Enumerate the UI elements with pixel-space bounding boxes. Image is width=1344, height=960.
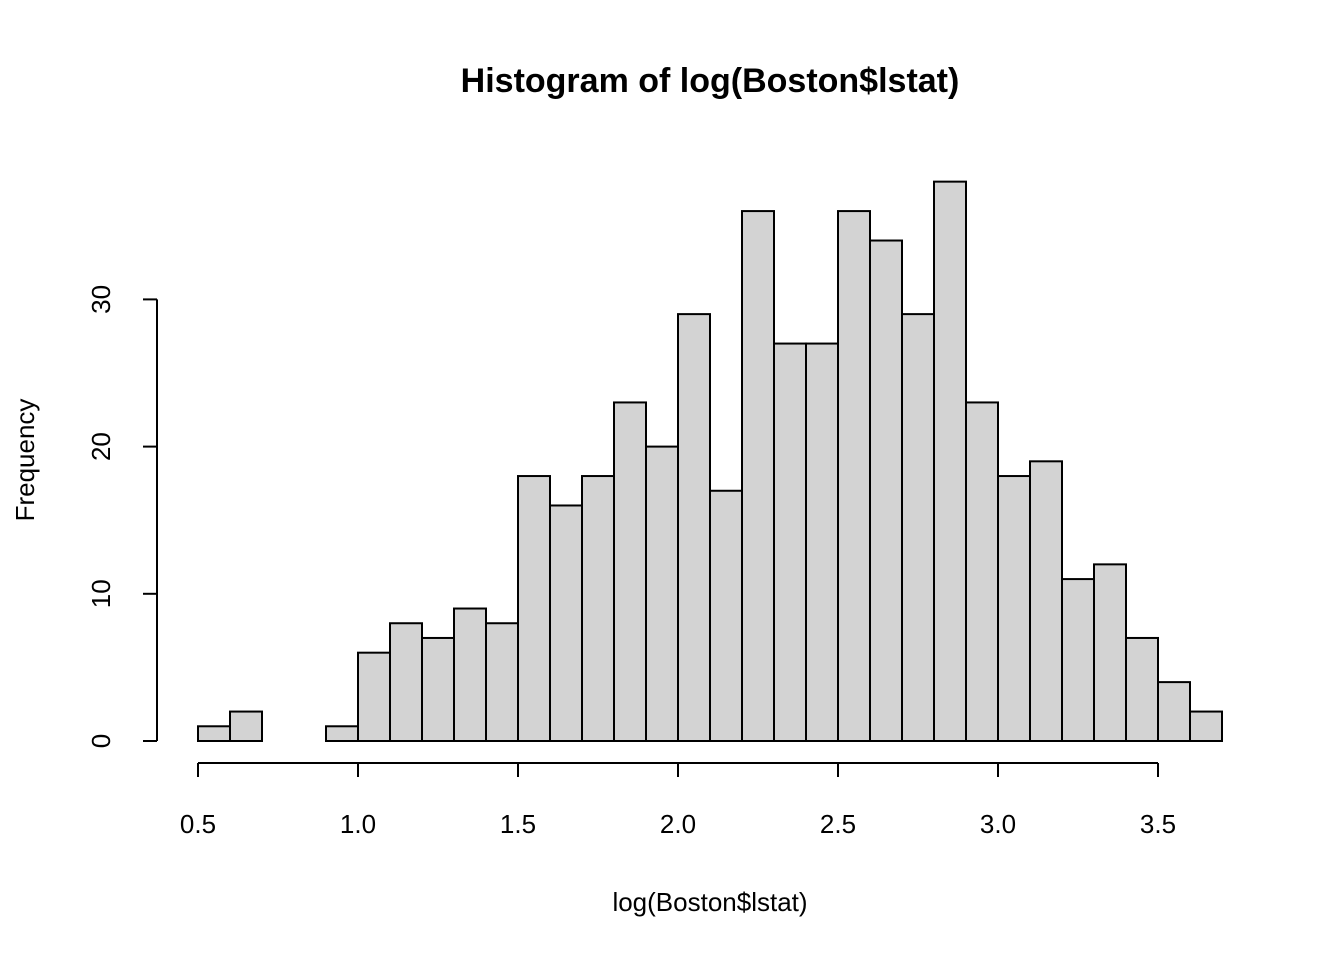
x-axis: 0.5 1.0 1.5 2.0 2.5 3.0 3.5 bbox=[180, 762, 1176, 839]
histogram-bar bbox=[933, 180, 967, 742]
x-tick-label: 1.0 bbox=[340, 809, 376, 839]
histogram-bar bbox=[773, 342, 807, 742]
histogram-bar bbox=[1157, 681, 1191, 742]
histogram-bar bbox=[1061, 578, 1095, 743]
histogram-bar bbox=[965, 401, 999, 742]
histogram-bar bbox=[229, 710, 263, 742]
chart-title: Histogram of log(Boston$lstat) bbox=[461, 62, 960, 100]
histogram-bar bbox=[1029, 460, 1063, 742]
x-axis-label: log(Boston$lstat) bbox=[612, 887, 807, 917]
histogram-bar bbox=[901, 313, 935, 742]
histogram-bar bbox=[357, 651, 391, 742]
bars-group bbox=[197, 180, 1223, 743]
y-tick-label: 10 bbox=[86, 579, 116, 608]
x-tick-label: 1.5 bbox=[500, 809, 536, 839]
histogram-bar bbox=[677, 313, 711, 742]
histogram-bar bbox=[453, 607, 487, 743]
histogram-bar bbox=[389, 622, 423, 742]
histogram-bar bbox=[197, 725, 231, 743]
x-tick-label: 0.5 bbox=[180, 809, 216, 839]
histogram-bar bbox=[517, 475, 551, 742]
histogram-bar bbox=[325, 725, 359, 743]
histogram-bar bbox=[613, 401, 647, 742]
histogram-bar bbox=[741, 210, 775, 742]
histogram-bar bbox=[421, 636, 455, 743]
histogram-bar bbox=[581, 475, 615, 742]
histogram-bar bbox=[709, 489, 743, 743]
histogram-bar bbox=[1189, 710, 1223, 742]
histogram-bar bbox=[805, 342, 839, 742]
x-tick-label: 3.0 bbox=[980, 809, 1016, 839]
x-tick-label: 2.0 bbox=[660, 809, 696, 839]
x-tick-label: 3.5 bbox=[1140, 809, 1176, 839]
histogram-bar bbox=[869, 239, 903, 743]
y-axis-label: Frequency bbox=[10, 399, 40, 522]
y-tick-label: 20 bbox=[86, 432, 116, 461]
y-tick-label: 0 bbox=[86, 734, 116, 748]
histogram-bar bbox=[549, 504, 583, 743]
histogram-bar bbox=[837, 210, 871, 742]
histogram-bar bbox=[485, 622, 519, 742]
histogram-bar bbox=[1125, 636, 1159, 743]
histogram-bar bbox=[997, 475, 1031, 742]
y-tick-label: 30 bbox=[86, 285, 116, 314]
x-tick-label: 2.5 bbox=[820, 809, 856, 839]
histogram-bar bbox=[1093, 563, 1127, 742]
y-axis: 0 10 20 30 bbox=[86, 285, 158, 748]
histogram-bar bbox=[645, 445, 679, 742]
